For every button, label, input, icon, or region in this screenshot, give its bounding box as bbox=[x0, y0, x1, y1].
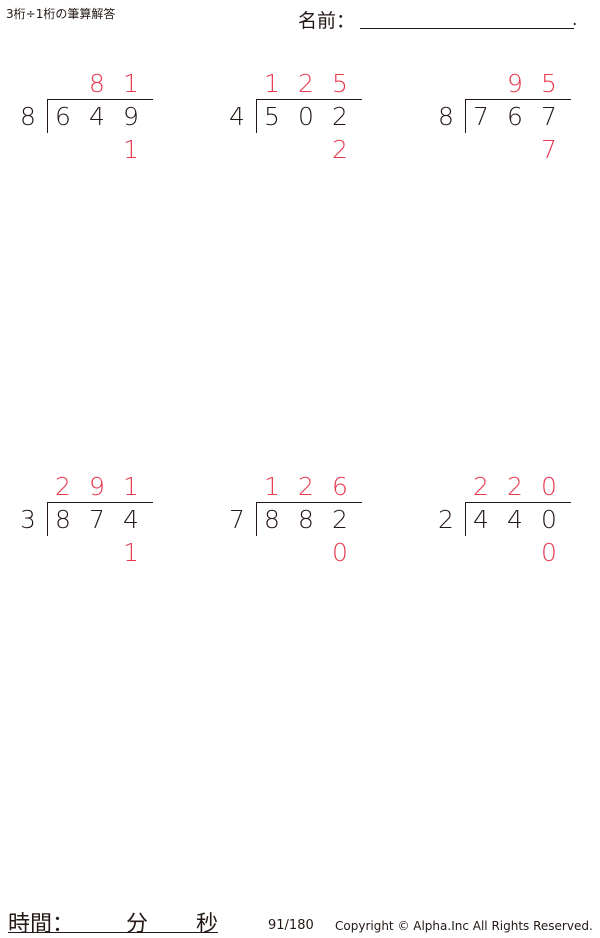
dividend-digit: 6 bbox=[55, 102, 71, 131]
time-label: 時間： bbox=[8, 912, 75, 937]
seconds-label: 秒 bbox=[196, 912, 219, 937]
quotient-digit: 9 bbox=[89, 472, 105, 501]
quotient-digit: 0 bbox=[541, 472, 557, 501]
dividend-digit: 7 bbox=[89, 505, 105, 534]
name-label: 名前： bbox=[298, 10, 356, 32]
division-bracket bbox=[465, 502, 466, 536]
division-bar bbox=[48, 99, 153, 100]
quotient-digit: 5 bbox=[541, 69, 557, 98]
dividend-digit: 7 bbox=[541, 102, 557, 131]
division-bar bbox=[466, 502, 571, 503]
page-number: 91/180 bbox=[268, 918, 314, 933]
division-bar bbox=[48, 502, 153, 503]
remainder: 1 bbox=[123, 538, 139, 567]
remainder: 0 bbox=[332, 538, 348, 567]
division-bracket bbox=[256, 99, 257, 133]
division-bar bbox=[466, 99, 571, 100]
division-bar bbox=[257, 502, 362, 503]
quotient-digit: 2 bbox=[473, 472, 489, 501]
dividend-digit: 9 bbox=[123, 102, 139, 131]
dividend-digit: 5 bbox=[264, 102, 280, 131]
dividend-digit: 4 bbox=[473, 505, 489, 534]
minutes-label: 分 bbox=[126, 912, 149, 937]
worksheet-title: 3桁÷1桁の筆算解答 bbox=[6, 7, 116, 21]
dividend-digit: 4 bbox=[123, 505, 139, 534]
dividend-digit: 4 bbox=[89, 102, 105, 131]
quotient-digit: 9 bbox=[507, 69, 523, 98]
divisor: 8 bbox=[20, 102, 36, 131]
divisor: 4 bbox=[229, 102, 245, 131]
dividend-digit: 0 bbox=[298, 102, 314, 131]
divisor: 8 bbox=[438, 102, 454, 131]
dividend-digit: 2 bbox=[332, 102, 348, 131]
quotient-digit: 1 bbox=[264, 472, 280, 501]
division-bracket bbox=[47, 99, 48, 133]
quotient-digit: 5 bbox=[332, 69, 348, 98]
divisor: 7 bbox=[229, 505, 245, 534]
quotient-digit: 2 bbox=[507, 472, 523, 501]
quotient-digit: 2 bbox=[55, 472, 71, 501]
quotient-digit: 2 bbox=[298, 472, 314, 501]
dividend-digit: 8 bbox=[55, 505, 71, 534]
remainder: 0 bbox=[541, 538, 557, 567]
copyright: Copyright © Alpha.Inc All Rights Reserve… bbox=[335, 919, 593, 933]
name-field-line[interactable] bbox=[360, 28, 574, 29]
quotient-digit: 1 bbox=[123, 69, 139, 98]
dividend-digit: 8 bbox=[264, 505, 280, 534]
division-bar bbox=[257, 99, 362, 100]
division-bracket bbox=[465, 99, 466, 133]
dividend-digit: 6 bbox=[507, 102, 523, 131]
dividend-digit: 7 bbox=[473, 102, 489, 131]
quotient-digit: 1 bbox=[264, 69, 280, 98]
dividend-digit: 8 bbox=[298, 505, 314, 534]
name-end-mark: . bbox=[572, 10, 578, 30]
dividend-digit: 4 bbox=[507, 505, 523, 534]
remainder: 7 bbox=[541, 135, 557, 164]
divisor: 2 bbox=[438, 505, 454, 534]
dividend-digit: 2 bbox=[332, 505, 348, 534]
remainder: 2 bbox=[332, 135, 348, 164]
quotient-digit: 2 bbox=[298, 69, 314, 98]
time-field: 時間： 分 秒 bbox=[8, 906, 218, 937]
divisor: 3 bbox=[20, 505, 36, 534]
division-bracket bbox=[47, 502, 48, 536]
quotient-digit: 1 bbox=[123, 472, 139, 501]
quotient-digit: 6 bbox=[332, 472, 348, 501]
dividend-digit: 0 bbox=[541, 505, 557, 534]
division-bracket bbox=[256, 502, 257, 536]
quotient-digit: 8 bbox=[89, 69, 105, 98]
remainder: 1 bbox=[123, 135, 139, 164]
